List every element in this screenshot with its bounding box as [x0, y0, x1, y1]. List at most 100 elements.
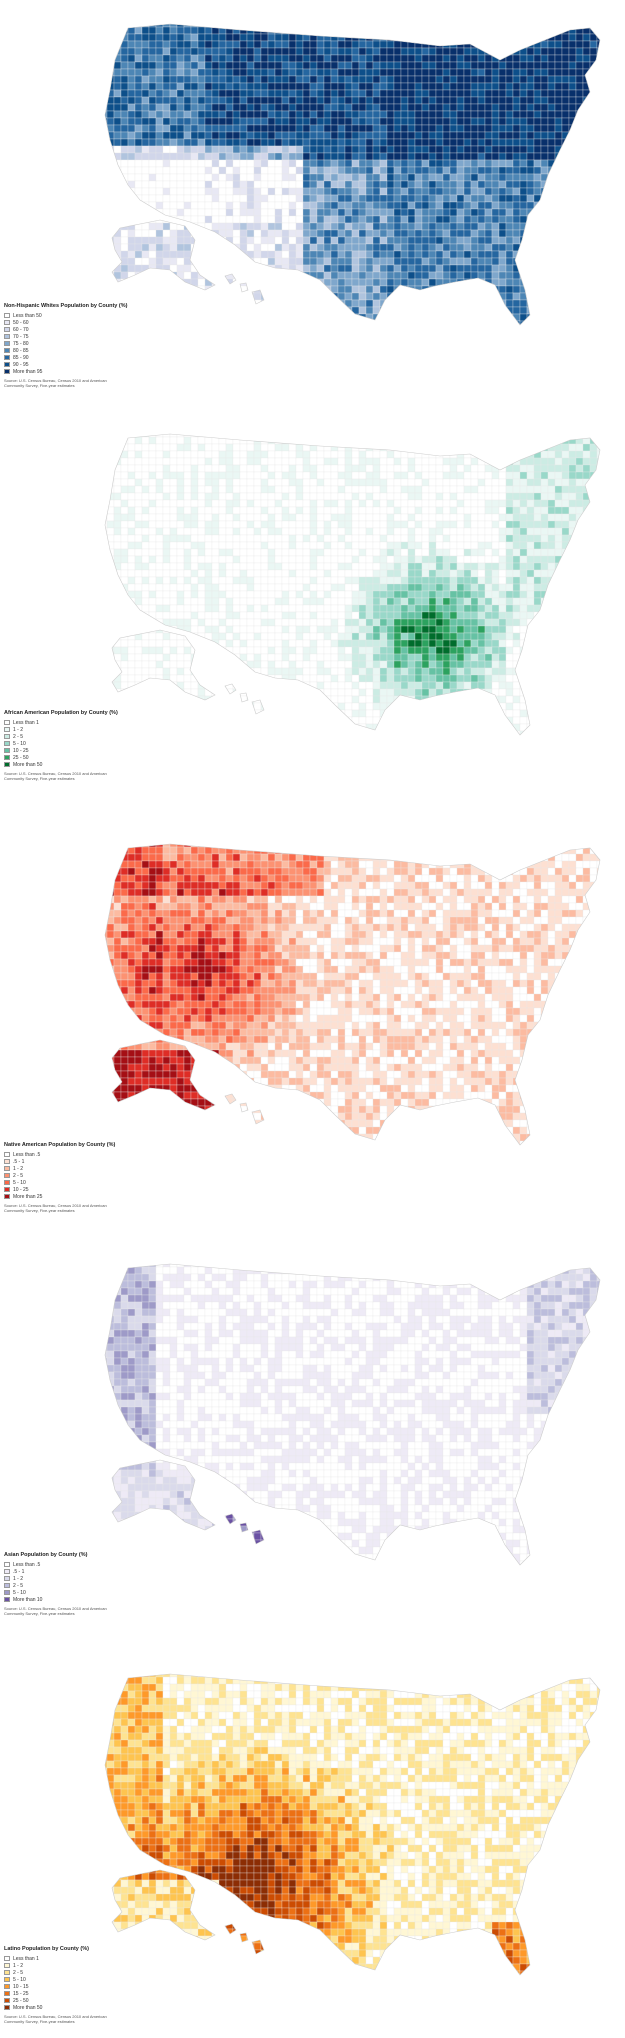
county-cell	[162, 47, 171, 56]
county-cell	[449, 166, 458, 175]
county-cell	[596, 292, 600, 301]
legend-swatch	[4, 355, 10, 360]
county-cell	[288, 320, 297, 325]
county-cell	[113, 194, 122, 203]
county-cell	[575, 194, 584, 203]
county-cell	[134, 131, 143, 140]
county-cell	[589, 89, 598, 98]
county-cell	[407, 96, 416, 105]
county-cell	[505, 138, 514, 147]
county-cell	[421, 520, 430, 529]
county-cell	[428, 40, 437, 49]
county-cell	[526, 520, 535, 529]
county-cell	[540, 208, 549, 217]
county-cell	[155, 562, 164, 571]
county-cell	[337, 194, 346, 203]
county-cell	[561, 222, 570, 231]
county-cell	[421, 89, 430, 98]
county-cell	[407, 443, 416, 452]
county-cell	[281, 47, 290, 56]
county-cell	[155, 138, 164, 147]
county-cell	[400, 513, 409, 522]
county-cell	[414, 485, 423, 494]
county-cell	[323, 222, 332, 231]
county-cell	[316, 208, 325, 217]
county-cell	[477, 96, 486, 105]
county-cell	[183, 576, 192, 585]
county-cell	[526, 222, 535, 231]
county-cell	[372, 534, 381, 543]
county-cell	[260, 201, 269, 210]
county-cell	[554, 434, 563, 438]
county-cell	[246, 278, 255, 287]
county-cell	[197, 534, 206, 543]
county-cell	[323, 61, 332, 70]
county-cell	[435, 215, 444, 224]
county-cell	[407, 478, 416, 487]
county-cell	[105, 68, 108, 77]
county-cell	[169, 201, 178, 210]
county-cell	[589, 548, 598, 557]
county-cell	[324, 328, 331, 330]
county-cell	[512, 152, 521, 161]
county-cell	[267, 306, 276, 315]
county-cell	[554, 583, 563, 592]
county-cell	[176, 208, 185, 217]
county-cell	[218, 306, 227, 315]
county-cell	[604, 27, 611, 34]
county-cell	[204, 471, 213, 480]
county-cell	[253, 180, 262, 189]
county-cell	[105, 443, 108, 452]
county-cell	[428, 436, 437, 445]
county-cell	[183, 527, 192, 536]
county-cell	[225, 124, 234, 133]
county-cell	[498, 313, 507, 322]
county-cell	[533, 215, 542, 224]
county-cell	[407, 61, 416, 70]
county-cell	[582, 278, 591, 287]
county-cell	[246, 313, 255, 322]
county-cell	[232, 471, 241, 480]
county-cell	[316, 159, 325, 168]
county-cell	[400, 306, 409, 315]
county-cell	[561, 292, 570, 301]
county-cell	[274, 124, 283, 133]
county-cell	[204, 485, 213, 494]
county-cell	[533, 443, 542, 452]
county-cell	[309, 89, 318, 98]
county-cell	[596, 492, 600, 501]
county-cell	[211, 485, 220, 494]
county-cell	[246, 499, 255, 508]
county-cell	[547, 229, 556, 238]
county-cell	[421, 82, 430, 91]
county-cell	[491, 75, 500, 84]
county-cell	[484, 124, 493, 133]
county-cell	[526, 569, 535, 578]
county-cell	[519, 306, 528, 315]
county-cell	[295, 548, 304, 557]
county-cell	[589, 54, 598, 63]
county-cell	[113, 450, 122, 459]
county-cell	[421, 96, 430, 105]
county-cell	[106, 527, 115, 536]
county-cell	[134, 96, 143, 105]
county-cell	[106, 520, 115, 529]
county-cell	[211, 68, 220, 77]
county-cell	[337, 464, 346, 473]
county-cell	[113, 541, 122, 550]
county-cell	[548, 328, 555, 330]
county-cell	[302, 40, 311, 49]
county-cell	[330, 492, 339, 501]
county-cell	[204, 40, 213, 49]
county-cell	[337, 250, 346, 259]
county-cell	[274, 492, 283, 501]
county-cell	[295, 152, 304, 161]
county-cell	[400, 457, 409, 466]
county-cell	[561, 250, 570, 259]
county-cell	[338, 328, 345, 330]
county-cell	[309, 208, 318, 217]
county-cell	[239, 457, 248, 466]
county-cell	[526, 583, 535, 592]
county-cell	[162, 68, 171, 77]
county-cell	[456, 492, 465, 501]
